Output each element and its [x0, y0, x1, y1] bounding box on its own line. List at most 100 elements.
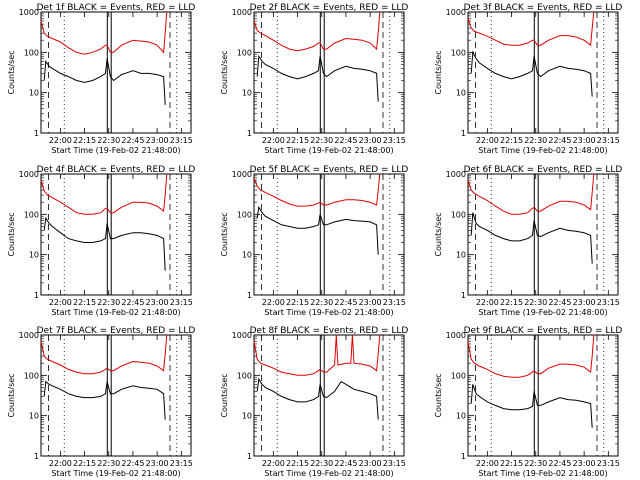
y-tick-label: 1000: [19, 331, 39, 340]
x-tick-label: 23:15: [383, 136, 406, 145]
x-tick-label: 23:00: [359, 136, 382, 145]
y-tick-label: 10: [29, 89, 39, 98]
y-axis-label: Counts/sec: [7, 373, 16, 417]
black-events-series-line: [470, 212, 593, 264]
x-tick-label: 22:45: [121, 136, 144, 145]
x-tick-label: 22:15: [500, 298, 523, 307]
x-tick-label: 22:30: [310, 298, 333, 307]
y-tick-label: 1: [461, 452, 466, 461]
y-tick-label: 10: [242, 251, 252, 260]
x-axis-label: Start Time (19-Feb-02 21:48:00): [51, 469, 180, 478]
y-tick-label: 1000: [232, 8, 252, 17]
y-axis-label: Counts/sec: [7, 50, 16, 94]
plot-frame: [467, 334, 619, 457]
x-tick-label: 22:30: [524, 136, 547, 145]
y-tick-label: 10: [29, 412, 39, 421]
x-tick-label: 22:30: [310, 136, 333, 145]
y-tick-label: 100: [451, 48, 466, 57]
y-tick-label: 1: [247, 452, 252, 461]
x-tick-label: 22:00: [476, 459, 499, 468]
x-tick-label: 22:15: [73, 136, 96, 145]
x-tick-label: 23:00: [146, 459, 169, 468]
chart-panel-2: Det 2f BLACK = Events, RED = LLD 1 10 100 10…: [220, 3, 408, 155]
x-axis-label: Start Time (19-Feb-02 21:48:00): [478, 308, 607, 317]
plot-frame: [467, 11, 619, 134]
plot-frame: [467, 173, 619, 296]
black-events-series-line: [470, 384, 593, 428]
chart-title: Det 8f BLACK = Events, RED = LLD: [250, 326, 409, 336]
y-tick-label: 100: [451, 210, 466, 219]
x-tick-label: 22:30: [524, 459, 547, 468]
y-tick-label: 100: [237, 371, 252, 380]
chart-panel-7: Det 7f BLACK = Events, RED = LLD 1 10 100 10…: [7, 326, 195, 478]
black-events-series-line: [256, 54, 379, 102]
y-tick-label: 1000: [446, 8, 466, 17]
x-tick-label: 23:15: [597, 459, 620, 468]
x-tick-label: 22:30: [97, 136, 120, 145]
x-axis-label: Start Time (19-Feb-02 21:48:00): [478, 469, 607, 478]
chart-panel-1: Det 1f BLACK = Events, RED = LLD 1 10 100 10…: [7, 3, 195, 155]
x-tick-label: 23:00: [146, 136, 169, 145]
black-events-series-line: [43, 58, 166, 105]
x-tick-label: 22:45: [121, 459, 144, 468]
y-tick-label: 100: [451, 371, 466, 380]
chart-title: Det 1f BLACK = Events, RED = LLD: [37, 3, 196, 13]
x-tick-label: 22:45: [334, 136, 357, 145]
x-tick-label: 22:45: [548, 298, 571, 307]
x-axis-label: Start Time (19-Feb-02 21:48:00): [51, 146, 180, 155]
plot-frame: [40, 173, 192, 296]
x-tick-label: 22:00: [49, 459, 72, 468]
x-tick-label: 22:30: [97, 298, 120, 307]
y-axis-label: Counts/sec: [434, 212, 443, 256]
chart-title: Det 5f BLACK = Events, RED = LLD: [250, 165, 409, 175]
y-tick-label: 100: [24, 371, 39, 380]
y-tick-label: 1: [247, 291, 252, 300]
x-tick-label: 23:15: [170, 459, 193, 468]
y-tick-label: 1000: [19, 170, 39, 179]
y-tick-label: 10: [456, 412, 466, 421]
y-tick-label: 100: [237, 210, 252, 219]
x-tick-label: 22:45: [548, 459, 571, 468]
chart-panel-9: Det 9f BLACK = Events, RED = LLD 1 10 100 10…: [434, 326, 622, 478]
x-tick-label: 22:00: [476, 136, 499, 145]
y-tick-label: 100: [24, 210, 39, 219]
x-tick-label: 22:30: [310, 459, 333, 468]
chart-title: Det 3f BLACK = Events, RED = LLD: [464, 3, 623, 13]
x-tick-label: 22:00: [262, 459, 285, 468]
x-tick-label: 22:00: [262, 298, 285, 307]
y-tick-label: 100: [24, 48, 39, 57]
x-tick-label: 22:15: [73, 298, 96, 307]
x-tick-label: 22:45: [121, 298, 144, 307]
black-events-series-line: [43, 216, 166, 271]
y-tick-label: 1000: [19, 8, 39, 17]
plot-frame: [253, 334, 405, 457]
y-tick-label: 10: [456, 251, 466, 260]
black-events-series-line: [256, 377, 379, 420]
plot-frame: [40, 11, 192, 134]
chart-panel-5: Det 5f BLACK = Events, RED = LLD 1 10 100 10…: [220, 165, 408, 317]
x-tick-label: 22:15: [500, 459, 523, 468]
chart-panel-8: Det 8f BLACK = Events, RED = LLD 1 10 100 10…: [220, 326, 408, 478]
y-tick-label: 1: [34, 129, 39, 138]
x-axis-label: Start Time (19-Feb-02 21:48:00): [264, 308, 393, 317]
y-tick-label: 1000: [446, 331, 466, 340]
y-tick-label: 1000: [232, 170, 252, 179]
x-tick-label: 23:00: [573, 459, 596, 468]
y-tick-label: 1: [461, 291, 466, 300]
x-tick-label: 23:00: [573, 298, 596, 307]
y-tick-label: 1000: [446, 170, 466, 179]
x-tick-label: 22:00: [476, 298, 499, 307]
y-axis-label: Counts/sec: [220, 373, 229, 417]
x-tick-label: 23:00: [573, 136, 596, 145]
red-lld-series-line: [253, 11, 381, 52]
x-tick-label: 22:00: [49, 136, 72, 145]
x-axis-label: Start Time (19-Feb-02 21:48:00): [478, 146, 607, 155]
y-axis-label: Counts/sec: [220, 212, 229, 256]
red-lld-series-line: [253, 173, 381, 207]
y-axis-label: Counts/sec: [7, 212, 16, 256]
chart-title: Det 2f BLACK = Events, RED = LLD: [250, 3, 409, 13]
chart-title: Det 9f BLACK = Events, RED = LLD: [464, 326, 623, 336]
y-axis-label: Counts/sec: [434, 50, 443, 94]
y-tick-label: 1: [34, 452, 39, 461]
x-tick-label: 22:15: [73, 459, 96, 468]
